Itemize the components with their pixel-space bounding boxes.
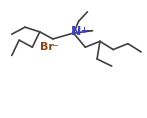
Text: N: N — [71, 25, 81, 38]
Text: Br: Br — [40, 42, 54, 52]
Text: −: − — [86, 26, 95, 36]
Text: −: − — [52, 42, 59, 51]
Text: +: + — [80, 26, 87, 35]
